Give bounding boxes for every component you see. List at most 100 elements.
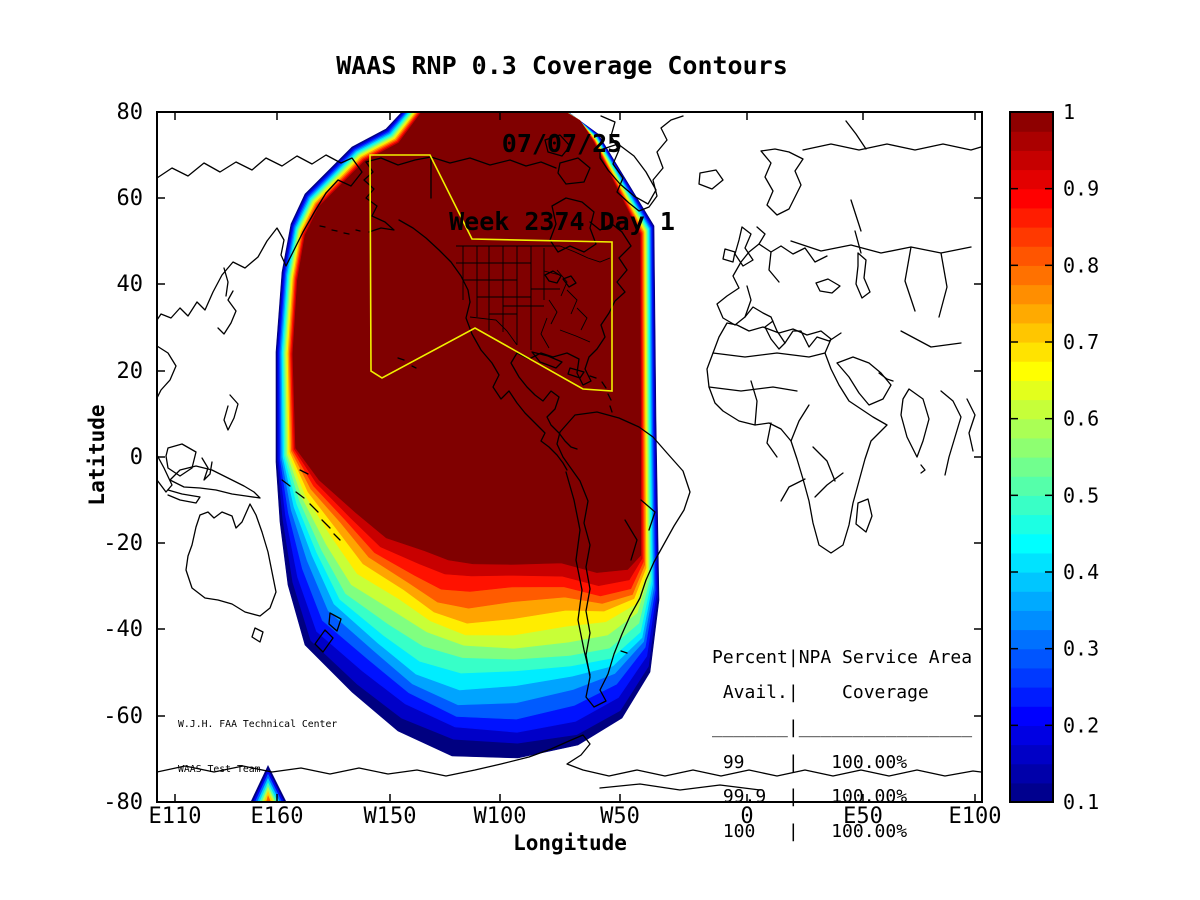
y-tick-label: 80 — [117, 100, 144, 125]
y-tick-label: -40 — [103, 617, 143, 642]
axis-ticks — [157, 111, 982, 803]
colorbar-band — [1010, 476, 1053, 496]
state-border-path — [559, 245, 611, 263]
x-tick-label: E50 — [843, 804, 883, 829]
coastline-path — [411, 365, 417, 369]
coastline-path — [855, 252, 871, 299]
colorbar-tick-label: 1 — [1063, 100, 1075, 124]
coastline-path — [599, 143, 657, 205]
coastline-path — [589, 221, 623, 233]
coastline-path — [157, 154, 363, 194]
coverage-contours — [251, 112, 660, 801]
coastline-path — [904, 246, 916, 312]
colorbar-border — [1009, 111, 1054, 803]
coastline-path — [321, 519, 331, 529]
colorbar-band — [1010, 265, 1053, 286]
y-tick-label: 40 — [117, 272, 144, 297]
coastline-path — [299, 469, 309, 475]
table-subheader-row: Avail.| Coverage — [712, 681, 929, 703]
colorbar-band — [1010, 380, 1053, 401]
coastline-path — [966, 398, 976, 452]
coastline-path — [850, 199, 862, 232]
coastline-path — [600, 115, 684, 212]
title-block: WAAS RNP 0.3 Coverage Contours 07/07/25 … — [0, 1, 1124, 287]
credit-annotation: W.J.H. FAA Technical Center WAAS Test Te… — [178, 687, 337, 807]
coastline-path — [760, 148, 804, 216]
coastline-path — [397, 357, 405, 361]
coastline-path — [812, 446, 836, 482]
coastline-path — [355, 229, 361, 232]
coastline-path — [217, 290, 237, 335]
colorbar-band — [1010, 457, 1053, 477]
coastline-path — [624, 519, 638, 561]
npa-service-area-outline — [369, 154, 613, 392]
coastline-path — [331, 229, 338, 232]
colorbar-band — [1010, 552, 1053, 573]
table-row: 100 | 100.00% — [712, 821, 908, 843]
coastline-path — [802, 143, 982, 151]
coastline-path — [790, 404, 810, 442]
credit-line-1: W.J.H. FAA Technical Center — [178, 719, 338, 730]
coastline-path — [607, 393, 612, 401]
coastline-path — [167, 489, 201, 504]
chart-week-day: Week 2374 Day 1 — [449, 207, 675, 236]
x-tick-label: 0 — [740, 804, 753, 829]
colorbar-band — [1010, 342, 1053, 362]
coastline-path — [363, 161, 395, 233]
npa-service-area-table: Percent|NPA Service Area Avail.| Coverag… — [712, 629, 972, 861]
colorbar-band — [1010, 207, 1053, 228]
coastline-path — [708, 386, 798, 392]
colorbar-band — [1010, 495, 1053, 516]
us-state-borders — [456, 245, 611, 350]
coastline-path — [223, 267, 229, 297]
colorbar-band — [1010, 610, 1053, 631]
colorbar-band — [1010, 667, 1053, 688]
coastline-path — [601, 381, 607, 389]
state-border-path — [540, 317, 550, 349]
colorbar-band — [1010, 246, 1053, 266]
chart-date: 07/07/25 — [501, 129, 623, 158]
coastline-path — [609, 405, 613, 413]
colorbar-band — [1010, 782, 1053, 803]
coastline-path — [855, 498, 873, 533]
colorbar-band — [1010, 112, 1053, 132]
coastline-path — [620, 650, 628, 654]
coastline-path — [722, 248, 736, 263]
colorbar-band — [1010, 399, 1053, 420]
coastline-path — [878, 372, 894, 382]
x-tick-label: W150 — [364, 804, 417, 829]
coastline-path — [562, 275, 577, 288]
table-header-row: Percent|NPA Service Area — [712, 647, 973, 669]
coastline-path — [544, 270, 562, 284]
y-tick-label: -80 — [103, 790, 143, 815]
colorbar-band — [1010, 227, 1053, 247]
x-tick-label: E100 — [949, 804, 1002, 829]
x-tick-label: W100 — [474, 804, 527, 829]
coastline-path — [343, 232, 350, 235]
state-border-path — [559, 329, 591, 343]
colorbar-band — [1010, 533, 1053, 554]
coastline-path — [333, 533, 341, 541]
colorbar-band — [1010, 591, 1053, 611]
y-tick-label: -20 — [103, 531, 143, 556]
coastline-path — [157, 192, 327, 321]
colorbar-band — [1010, 284, 1053, 305]
coastline-path — [465, 301, 568, 471]
y-tick-label: 20 — [117, 359, 144, 384]
coastline-path — [544, 134, 571, 157]
colorbar-band — [1010, 361, 1053, 381]
colorbar-band — [1010, 437, 1053, 458]
coastline-path — [938, 252, 948, 318]
colorbar-band — [1010, 150, 1053, 171]
coastline-path — [557, 157, 591, 185]
coastline-path — [599, 783, 761, 791]
tick-labels: E110 E160 W150 W100 W50 0 E50 E100 80 60 40 20 0 -20 -… — [103, 100, 1001, 829]
colorbar-band — [1010, 514, 1053, 535]
colorbar-band — [1010, 418, 1053, 439]
coastline-path — [920, 464, 926, 474]
coastline-path — [712, 352, 826, 358]
colorbar-tick-label: 0.2 — [1063, 713, 1099, 737]
coastline-path — [556, 411, 691, 708]
coastline-path — [328, 612, 342, 632]
